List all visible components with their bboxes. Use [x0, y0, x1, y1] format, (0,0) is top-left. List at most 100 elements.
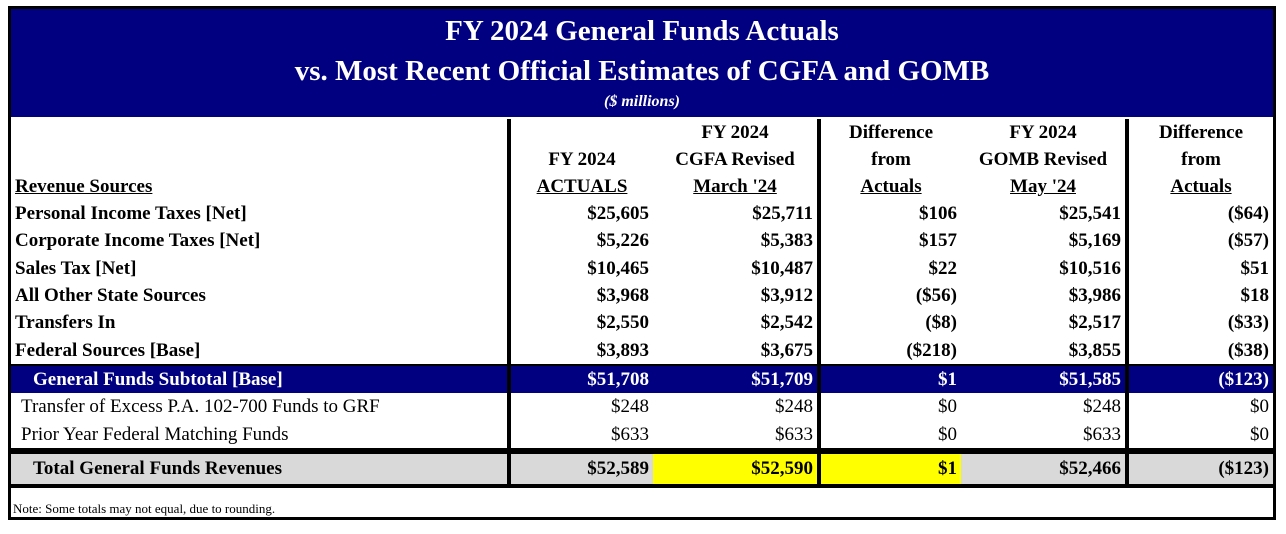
header-row: Revenue Sources ACTUALS March '24 Actuals Ma… [11, 173, 1273, 200]
header-gomb: GOMB Revised [961, 146, 1127, 173]
header-text: from [871, 149, 911, 170]
revenue-table-frame: FY 2024 General Funds Actuals vs. Most R… [8, 6, 1276, 520]
cell-cgfa: $52,590 [653, 453, 819, 488]
header-actuals [507, 119, 653, 146]
table-row: Personal Income Taxes [Net] $25,605 $25,71… [11, 200, 1273, 228]
cell-cgfa: $5,383 [760, 230, 813, 252]
header-text: Actuals [860, 176, 922, 197]
header-text: FY 2024 [548, 149, 616, 170]
cell-gomb_diff: ($123) [1125, 363, 1273, 394]
header-row: FY 2024 Difference FY 2024 Difference [11, 119, 1273, 146]
header-blank [11, 119, 509, 146]
cell-gomb_diff: $0 [1125, 393, 1273, 421]
cell-actuals: $5,226 [507, 227, 653, 255]
cell-cgfa_diff: $157 [817, 227, 961, 255]
cell-cgfa: $10,487 [751, 257, 813, 279]
cell-cgfa: $3,675 [760, 339, 813, 361]
header-gomb_diff: Actuals [1125, 173, 1273, 200]
cell-cgfa_diff: $1 [817, 453, 961, 488]
cell-actuals: $3,893 [507, 336, 653, 365]
cell-gomb: $633 [1083, 423, 1121, 445]
cell-gomb_diff: ($57) [1125, 227, 1273, 255]
cell-gomb_diff: ($38) [1125, 336, 1273, 365]
header-gomb_diff: Difference [1125, 119, 1273, 146]
cell-gomb: $2,517 [1068, 312, 1121, 334]
header-text: from [1181, 149, 1221, 170]
row-label: Prior Year Federal Matching Funds [21, 423, 289, 445]
table-row: Sales Tax [Net] $10,465 $10,487 $22 $10,516 $… [11, 254, 1273, 282]
cell-gomb_diff: $18 [1125, 281, 1273, 310]
row-label: Total General Funds Revenues [11, 453, 509, 488]
cell-cgfa: $248 [775, 396, 813, 418]
cell-gomb_diff: $51 [1125, 254, 1273, 282]
header-actuals: FY 2024 [507, 146, 653, 173]
title-band: FY 2024 General Funds Actuals vs. Most R… [11, 9, 1273, 117]
cell-gomb: $51,585 [961, 363, 1127, 394]
cell-actuals: $51,708 [507, 363, 653, 394]
row-label: Sales Tax [Net] [15, 257, 137, 279]
header-cgfa: March '24 [653, 173, 819, 200]
cell-cgfa: $633 [775, 423, 813, 445]
cell-gomb: $52,466 [961, 453, 1127, 488]
row-label: Transfer of Excess P.A. 102-700 Funds to… [21, 396, 380, 418]
row-label: Transfers In [15, 312, 116, 334]
cell-actuals: $52,589 [507, 453, 653, 488]
header-text: Actuals [1170, 176, 1232, 197]
cell-actuals: $25,605 [507, 200, 653, 228]
cell-cgfa: $25,711 [752, 203, 813, 225]
table-row: Corporate Income Taxes [Net] $5,226 $5,383… [11, 227, 1273, 255]
row-label: All Other State Sources [15, 285, 206, 307]
header-text: CGFA Revised [675, 149, 795, 170]
footnote: Note: Some totals may not equal, due to … [13, 501, 276, 516]
cell-cgfa: $3,912 [760, 285, 813, 307]
cell-gomb_diff: $0 [1125, 420, 1273, 448]
cell-cgfa_diff: $1 [817, 363, 961, 394]
header-cgfa_diff: Difference [817, 119, 961, 146]
cell-cgfa: $51,709 [653, 363, 819, 394]
header-cgfa: FY 2024 [653, 119, 819, 146]
cell-gomb_diff: ($123) [1125, 453, 1273, 488]
cell-gomb_diff: ($64) [1125, 200, 1273, 228]
cell-gomb: $3,855 [1068, 339, 1121, 361]
units-label: ($ millions) [603, 93, 680, 110]
header-text: FY 2024 [701, 122, 769, 143]
header-cgfa_diff: from [817, 146, 961, 173]
cell-cgfa_diff: ($218) [817, 336, 961, 365]
cell-gomb: $5,169 [1068, 230, 1121, 252]
cell-cgfa_diff: $22 [817, 254, 961, 282]
header-text: Revenue Sources [15, 176, 153, 197]
cell-gomb_diff: ($33) [1125, 309, 1273, 337]
row-label: Corporate Income Taxes [Net] [15, 230, 261, 252]
cell-gomb: $10,516 [1059, 257, 1121, 279]
cell-cgfa_diff: $0 [817, 393, 961, 421]
table-row: General Funds Subtotal [Base] $51,708 $51,… [11, 363, 1273, 394]
cell-gomb: $3,986 [1068, 285, 1121, 307]
title-line1: FY 2024 General Funds Actuals [445, 15, 839, 47]
header-cgfa: CGFA Revised [653, 146, 819, 173]
row-label: Personal Income Taxes [Net] [15, 203, 247, 225]
header-actuals: ACTUALS [507, 173, 653, 200]
header-text: GOMB Revised [978, 149, 1108, 170]
header-text: May '24 [1010, 176, 1076, 197]
cell-cgfa_diff: $0 [817, 420, 961, 448]
header-gomb: FY 2024 [961, 119, 1127, 146]
cell-actuals: $248 [507, 393, 653, 421]
cell-actuals: $2,550 [507, 309, 653, 337]
cell-cgfa: $2,542 [760, 312, 813, 334]
header-text: March '24 [693, 176, 777, 197]
table-row: Transfer of Excess P.A. 102-700 Funds to… [11, 393, 1273, 421]
cell-actuals: $10,465 [507, 254, 653, 282]
cell-gomb: $248 [1083, 396, 1121, 418]
header-gomb_diff: from [1125, 146, 1273, 173]
row-label: General Funds Subtotal [Base] [11, 363, 509, 394]
revenue-table: FY 2024 Difference FY 2024 Difference FY 202… [11, 119, 1273, 488]
title-line2: vs. Most Recent Official Estimates of CG… [294, 55, 990, 87]
header-revenue-sources: Revenue Sources [11, 173, 509, 200]
cell-cgfa_diff: ($56) [817, 281, 961, 310]
cell-cgfa_diff: $106 [817, 200, 961, 228]
table-row: Total General Funds Revenues $52,589 $52,5… [11, 453, 1273, 488]
cell-actuals: $3,968 [507, 281, 653, 310]
header-text: FY 2024 [1009, 122, 1077, 143]
header-row: FY 2024 CGFA Revised from GOMB Revised from [11, 146, 1273, 173]
table-row: All Other State Sources $3,968 $3,912 ($56)… [11, 281, 1273, 310]
